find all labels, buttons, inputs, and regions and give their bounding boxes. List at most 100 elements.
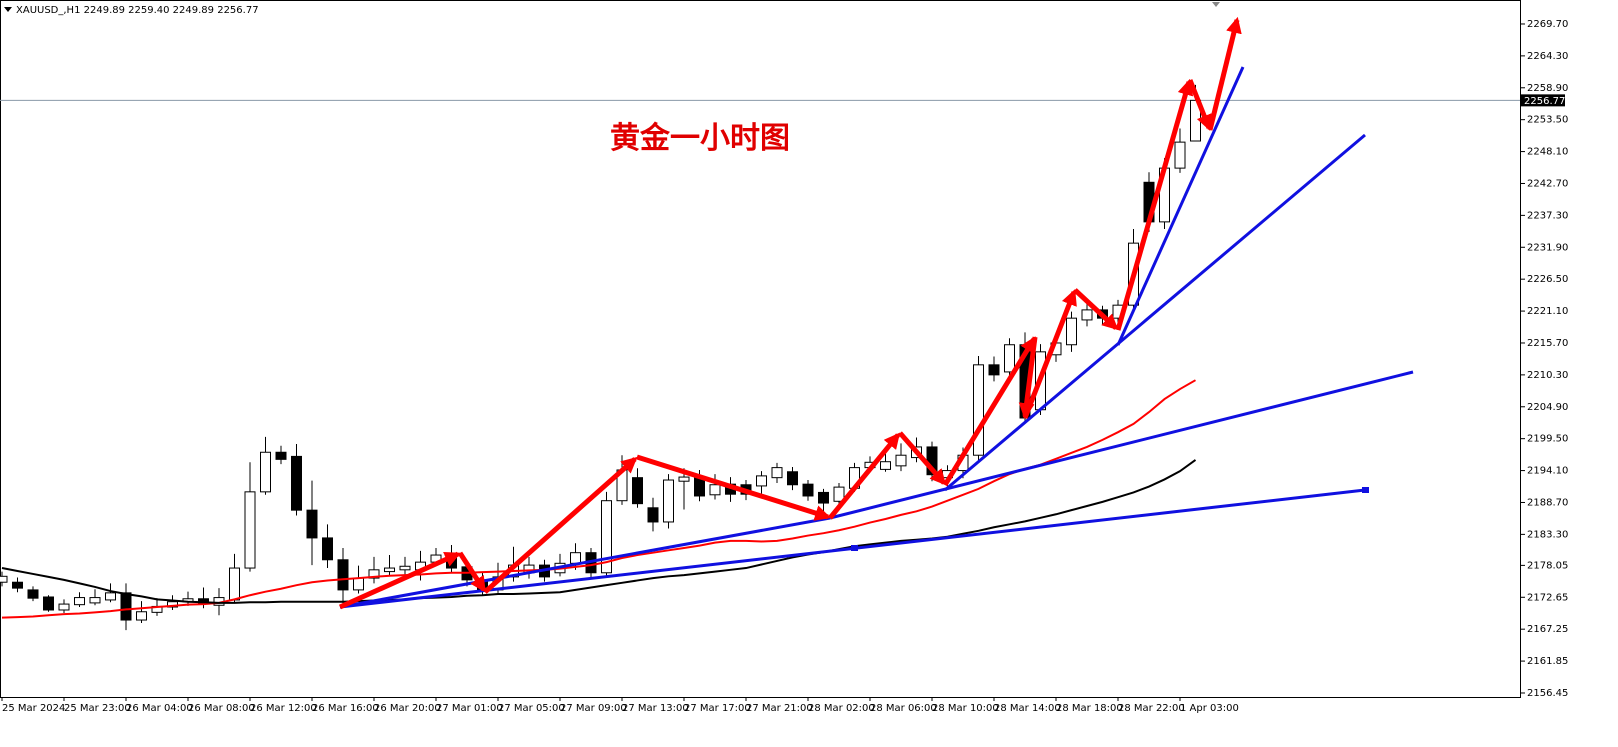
anchor-point: [851, 545, 858, 551]
arrow: [636, 454, 832, 521]
y-tick-label: 2264.30: [1527, 51, 1568, 62]
anchor-point: [1362, 487, 1369, 493]
price-box: [1521, 94, 1565, 107]
arrow: [1018, 336, 1038, 420]
trend-line: [1116, 66, 1245, 346]
x-tick-label: 26 Mar 16:00: [312, 703, 379, 714]
candle-body: [678, 476, 690, 482]
y-tick-label: 2194.10: [1527, 466, 1568, 477]
x-tick-label: 28 Mar 02:00: [808, 703, 875, 714]
arrow: [1115, 78, 1194, 331]
candle-body: [988, 364, 1000, 376]
y-tick-label: 2178.05: [1527, 560, 1568, 571]
candle-body: [12, 581, 23, 589]
shift-marker: [1212, 2, 1220, 7]
x-tick-label: 27 Mar 17:00: [684, 703, 751, 714]
candle-body: [244, 491, 256, 569]
y-tick-label: 2226.50: [1527, 274, 1568, 285]
arrow: [483, 456, 638, 594]
candle-body: [802, 483, 814, 497]
y-tick-label: 2172.65: [1527, 592, 1568, 603]
candle-body: [368, 569, 380, 579]
trend-line: [339, 516, 831, 609]
candle-body: [89, 597, 101, 604]
trend-line: [829, 370, 1414, 520]
annotation: 黄金一小时图: [610, 121, 790, 156]
candle-body: [384, 567, 395, 573]
candle-body: [105, 592, 116, 601]
candle-body: [260, 451, 271, 493]
candle-body: [709, 484, 721, 496]
y-tick-label: 2237.30: [1527, 210, 1568, 221]
x-tick-label: 26 Mar 08:00: [188, 703, 255, 714]
candle-body: [973, 364, 984, 456]
candle-body: [322, 537, 333, 561]
candle-body: [275, 451, 287, 460]
y-tick-label: 2156.45: [1527, 688, 1568, 699]
arrow: [1022, 289, 1077, 419]
candle-body: [0, 575, 8, 583]
candle-body: [663, 479, 674, 523]
candle-body: [632, 477, 643, 505]
candle-body: [120, 592, 132, 621]
candle-body: [43, 596, 54, 611]
candle-body: [353, 577, 364, 591]
x-tick-label: 26 Mar 12:00: [250, 703, 317, 714]
x-tick-label: 27 Mar 21:00: [746, 703, 813, 714]
arrow: [898, 431, 947, 486]
candle-body: [895, 454, 907, 467]
candle-body: [787, 471, 798, 486]
x-tick-label: 25 Mar 23:00: [64, 703, 131, 714]
candle-body: [1004, 344, 1015, 373]
x-tick-label: 28 Mar 18:00: [1056, 703, 1123, 714]
x-tick-label: 28 Mar 06:00: [870, 703, 937, 714]
candle-body: [229, 567, 240, 601]
candle-body: [58, 603, 70, 611]
candle-body: [167, 601, 178, 608]
price-label: 2256.77: [1524, 96, 1565, 107]
candle-body: [337, 559, 349, 591]
moving-average: [1, 379, 1196, 619]
candle-body: [291, 455, 302, 511]
candle-body: [880, 461, 891, 470]
candle-body: [570, 552, 581, 564]
plot-frame: [0, 0, 1521, 698]
y-tick-label: 2269.70: [1527, 19, 1568, 30]
y-tick-label: 2253.50: [1527, 115, 1568, 126]
x-tick-label: 28 Mar 22:00: [1118, 703, 1185, 714]
y-tick-label: 2210.30: [1527, 370, 1568, 381]
candle-body: [756, 475, 767, 487]
candle-body: [694, 477, 705, 497]
candle-body: [136, 611, 147, 621]
arrow: [1187, 79, 1212, 131]
trend-line: [944, 133, 1366, 492]
x-tick-label: 26 Mar 04:00: [126, 703, 193, 714]
y-tick-label: 2199.50: [1527, 434, 1568, 445]
moving-average: [1, 459, 1197, 604]
arrow: [1073, 288, 1119, 331]
candle-body: [1066, 317, 1077, 346]
candle-body: [27, 589, 39, 599]
arrow: [942, 336, 1037, 487]
x-tick-label: 27 Mar 09:00: [560, 703, 627, 714]
arrow: [1207, 16, 1242, 131]
candle-body: [833, 486, 845, 502]
menu-icon[interactable]: [4, 7, 12, 12]
x-tick-label: 25 Mar 2024: [2, 703, 65, 714]
candle-body: [771, 467, 783, 479]
y-tick-label: 2258.90: [1527, 83, 1568, 94]
candle-body: [306, 509, 318, 539]
y-tick-label: 2221.10: [1527, 306, 1568, 317]
candle-body: [647, 507, 659, 523]
x-tick-label: 26 Mar 20:00: [374, 703, 441, 714]
x-tick-label: 27 Mar 13:00: [622, 703, 689, 714]
y-tick-label: 2242.70: [1527, 178, 1568, 189]
y-tick-label: 2183.30: [1527, 529, 1568, 540]
arrow: [828, 432, 901, 520]
x-tick-label: 1 Apr 03:00: [1180, 703, 1239, 714]
arrow: [338, 551, 461, 610]
y-tick-label: 2167.25: [1527, 624, 1568, 635]
y-tick-label: 2248.10: [1527, 147, 1568, 158]
